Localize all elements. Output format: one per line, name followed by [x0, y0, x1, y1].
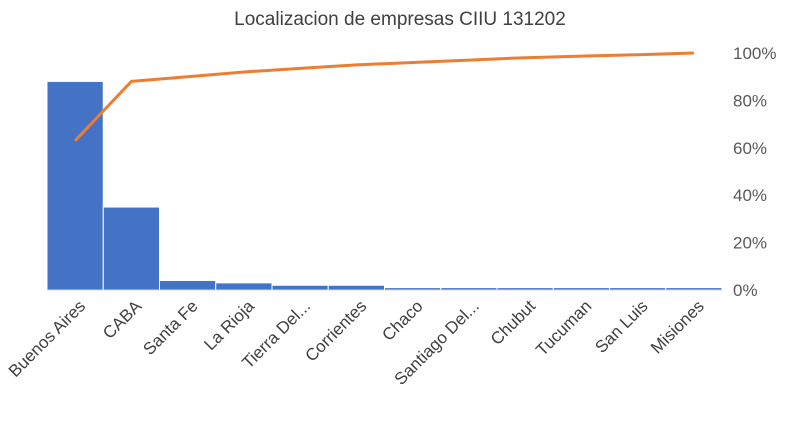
x-tick-label: Chubut — [487, 296, 539, 348]
bar-corrientes — [327, 284, 385, 291]
right-tick-label: 40% — [733, 186, 767, 205]
x-tick-label: Chaco — [378, 297, 426, 345]
bar-caba — [102, 206, 160, 291]
right-tick-label: 0% — [733, 281, 758, 300]
x-tick-label: Tucuman — [532, 297, 595, 360]
x-tick-label: Santa Fe — [139, 297, 201, 359]
bar-buenos-aires — [46, 80, 104, 291]
x-tick-label: Buenos Aires — [5, 297, 89, 381]
x-tick-label: Corrientes — [301, 297, 370, 366]
right-axis-ticks: 0% 20% 40% 60% 80% 100% — [733, 44, 776, 300]
chart-title: Localizacion de empresas CIIU 131202 — [234, 9, 566, 30]
x-tick-label: San Luis — [591, 297, 651, 357]
bar-tierra-del — [271, 284, 329, 291]
cumulative-percent-line — [74, 51, 694, 142]
right-tick-label: 100% — [733, 44, 776, 63]
bar-santa-fe — [159, 280, 217, 291]
right-tick-label: 60% — [733, 139, 767, 158]
bar-series — [46, 80, 723, 291]
x-tick-label: La Rioja — [200, 296, 258, 354]
right-tick-label: 80% — [733, 91, 767, 110]
right-tick-label: 20% — [733, 234, 767, 253]
x-tick-label: Misiones — [647, 297, 708, 358]
x-tick-label: CABA — [99, 296, 146, 343]
bar-la-rioja — [215, 282, 273, 291]
